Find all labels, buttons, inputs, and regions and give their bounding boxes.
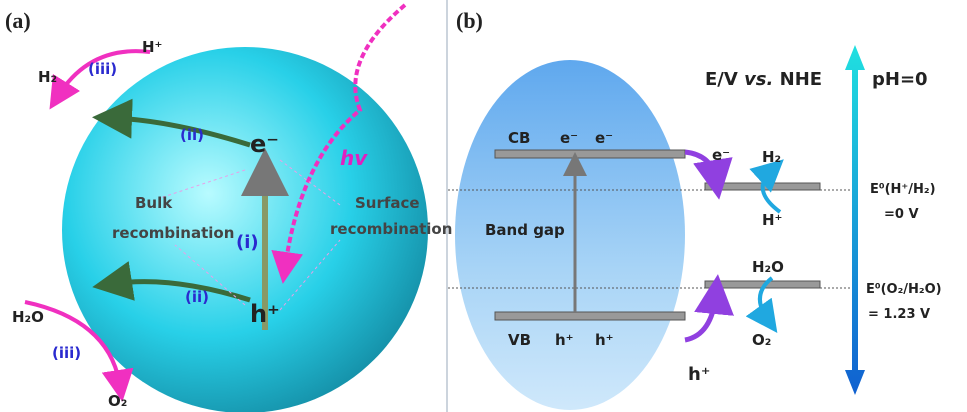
label: h⁺ [250, 300, 280, 328]
label: VB [508, 331, 531, 349]
label: CB [508, 129, 530, 147]
label: E⁰(H⁺/H₂) [870, 182, 936, 197]
label: O₂ [752, 331, 771, 349]
label: e⁻ [250, 130, 279, 158]
text: vs. [744, 69, 773, 90]
label: H⁺ [142, 38, 162, 56]
label: = 1.23 V [868, 307, 930, 322]
panel-label: (a) [5, 8, 31, 33]
label: E⁰(O₂/H₂O) [866, 282, 942, 297]
label: h⁺ [595, 331, 614, 349]
label: H₂ [38, 68, 57, 86]
label: H₂O [12, 308, 44, 326]
label: Bulk [135, 194, 173, 212]
cb-band [495, 150, 685, 158]
panel-label: (b) [456, 8, 483, 33]
label: e⁻ [595, 129, 613, 147]
label: (ii) [180, 126, 204, 144]
label: (i) [236, 232, 259, 253]
panel-a: (a) H⁺ H₂ (iii) (ii) e⁻ hv Bulk recombin… [5, 5, 452, 412]
label: (iii) [88, 60, 117, 78]
arrow [763, 170, 780, 212]
label: e⁻ [560, 129, 578, 147]
label: Surface [355, 194, 420, 212]
label: recombination [330, 220, 452, 238]
label: (ii) [185, 288, 209, 306]
diagram: (a) H⁺ H₂ (iii) (ii) e⁻ hv Bulk recombin… [0, 0, 967, 412]
text: NHE [773, 69, 822, 90]
label: O₂ [108, 392, 127, 410]
vb-band [495, 312, 685, 320]
label: pH=0 [872, 69, 928, 90]
label: e⁻ [712, 146, 730, 164]
label: recombination [112, 224, 234, 242]
label: H₂O [752, 258, 784, 276]
label: h⁺ [688, 364, 710, 385]
label: hv [340, 146, 368, 170]
potential-axis [845, 45, 865, 395]
label: H₂ [762, 148, 781, 166]
label: Band gap [485, 221, 565, 239]
label: h⁺ [555, 331, 574, 349]
arrow [685, 294, 716, 340]
label: (iii) [52, 344, 81, 362]
label: H⁺ [762, 211, 782, 229]
label: =0 V [884, 207, 919, 222]
text: E/V [705, 69, 744, 90]
axis-title: E/V vs. NHE [705, 69, 822, 90]
panel-b: (b) E/V vs. NHE pH=0 CB e⁻ e⁻ e⁻ H₂ H⁺ B… [448, 8, 942, 410]
